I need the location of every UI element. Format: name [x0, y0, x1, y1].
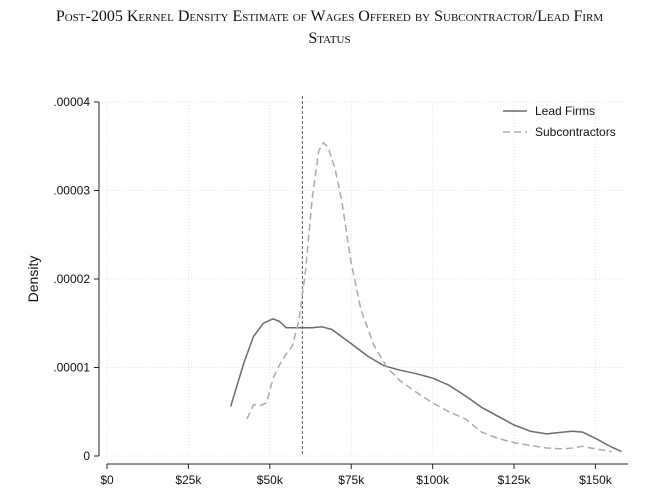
x-tick-label: $25k: [175, 473, 202, 487]
y-tick-label: .00004: [53, 95, 90, 109]
x-tick-label: $50k: [257, 473, 284, 487]
x-tick-label: $125k: [498, 473, 532, 487]
legend-label-subcontractors: Subcontractors: [535, 125, 616, 139]
legend: Lead Firms Subcontractors: [503, 104, 616, 139]
chart-title-line-1: Post-2005 Kernel Density Estimate of Wag…: [55, 8, 604, 25]
grid: [106, 101, 628, 457]
lead-firms-line: [229, 318, 622, 453]
y-tick-label: .00002: [53, 272, 90, 286]
subcontractors-line: [246, 141, 612, 453]
y-tick-label: 0: [83, 449, 90, 463]
y-tick-label: .00001: [53, 361, 90, 375]
axes: 0 .00001 .00002 .00003 .00004 $0 $25k $50k $75k $…: [25, 95, 628, 487]
x-tick-label: $75k: [338, 473, 365, 487]
x-tick-label: $0: [100, 473, 114, 487]
chart-title: Post-2005 Kernel Density Estimate of Wag…: [0, 6, 659, 50]
chart-title-line-2: Status: [308, 30, 351, 47]
y-tick-label: .00003: [53, 184, 90, 198]
y-axis-title: Density: [25, 256, 41, 303]
series-group: [229, 141, 622, 453]
x-tick-label: $100k: [416, 473, 450, 487]
legend-label-lead-firms: Lead Firms: [535, 104, 595, 118]
x-tick-label: $150k: [579, 473, 613, 487]
